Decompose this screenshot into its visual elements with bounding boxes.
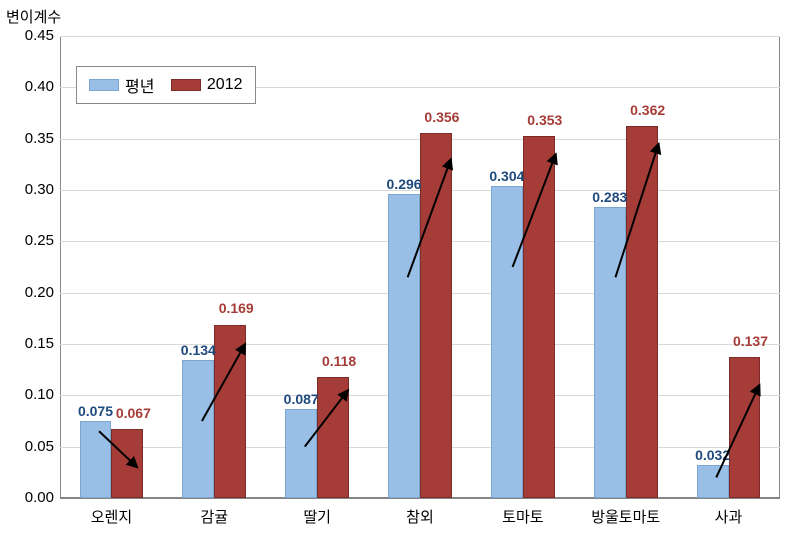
x-category-label: 오렌지 — [60, 506, 163, 527]
y-tick-label: 0.15 — [4, 335, 54, 352]
y-tick-label: 0.40 — [4, 78, 54, 95]
chart-canvas: 변이계수 평년 2012 0.00 0.05 0.10 0.15 0.20 0.25 0.3… — [0, 0, 789, 545]
y-tick-label: 0.45 — [4, 27, 54, 44]
y-tick-label: 0.20 — [4, 284, 54, 301]
gridline — [60, 498, 780, 499]
trend-arrows — [60, 36, 780, 498]
trend-arrow — [99, 431, 137, 467]
trend-arrow — [615, 144, 658, 277]
trend-arrow — [305, 390, 348, 446]
y-tick-label: 0.05 — [4, 438, 54, 455]
x-category-label: 감귤 — [163, 506, 266, 527]
y-tick-label: 0.00 — [4, 489, 54, 506]
trend-arrow — [513, 154, 556, 267]
legend-entry-series2: 2012 — [171, 76, 243, 94]
y-axis-title: 변이계수 — [6, 6, 61, 27]
x-category-label: 참외 — [369, 506, 472, 527]
x-category-label: 딸기 — [266, 506, 369, 527]
legend-label-series2: 2012 — [207, 76, 243, 94]
y-tick-label: 0.25 — [4, 232, 54, 249]
legend: 평년 2012 — [76, 66, 256, 104]
legend-swatch-series2 — [171, 79, 201, 91]
legend-entry-series1: 평년 — [89, 73, 154, 97]
x-category-label: 방울토마토 — [574, 506, 677, 527]
trend-arrow — [408, 159, 451, 277]
y-tick-label: 0.35 — [4, 130, 54, 147]
trend-arrow — [202, 344, 245, 421]
y-tick-label: 0.10 — [4, 386, 54, 403]
x-category-label: 토마토 — [471, 506, 574, 527]
x-category-label: 사과 — [677, 506, 780, 527]
trend-arrow — [716, 385, 759, 477]
legend-swatch-series1 — [89, 79, 119, 91]
legend-label-series1: 평년 — [125, 73, 154, 97]
y-tick-label: 0.30 — [4, 181, 54, 198]
